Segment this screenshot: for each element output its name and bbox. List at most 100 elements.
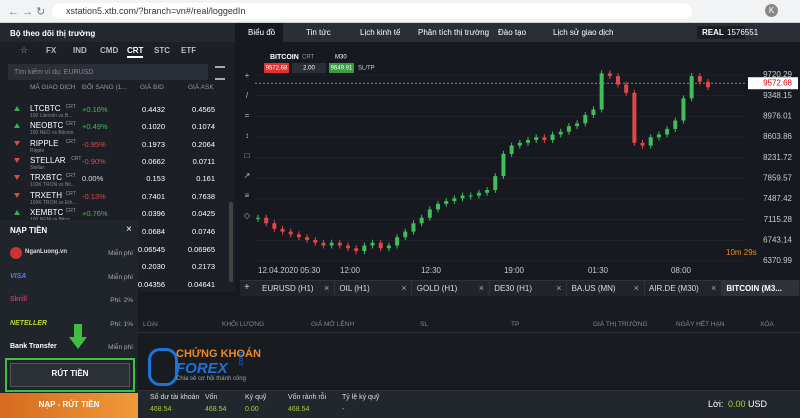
symbol[interactable]: XEMBTC (30, 207, 64, 217)
drawing-tool[interactable]: ≡ (245, 191, 250, 200)
drawing-tool[interactable]: ↕ (245, 131, 249, 140)
list-icon[interactable] (215, 66, 225, 80)
logo-domain: .com (238, 351, 246, 368)
symbol-type: CRT (65, 104, 76, 110)
withdraw-button[interactable]: RÚT TIỀN (51, 369, 89, 378)
symbol-type: CRT (65, 138, 76, 145)
top-tab[interactable]: Biểu đồ (240, 23, 284, 42)
symbol[interactable]: RIPPLE (30, 138, 59, 148)
watchlist-tab[interactable]: FX (46, 46, 57, 55)
method-name[interactable]: NETELLER (10, 319, 47, 327)
order-column: SL (420, 321, 428, 328)
top-tab[interactable]: Phân tích thị trường (418, 28, 490, 37)
tab-close[interactable]: × (633, 283, 639, 293)
y-tick-label: 7115.28 (764, 215, 793, 224)
chart-tab[interactable] (722, 281, 800, 296)
symbol[interactable]: STELLAR (30, 155, 66, 165)
candle (640, 142, 645, 146)
chart-tab-label[interactable]: BA.US (MN) (571, 284, 616, 293)
drawing-tool[interactable]: + (245, 71, 250, 80)
chart-tab[interactable] (568, 281, 645, 296)
close-button[interactable]: × (126, 224, 132, 235)
chart-tab-label[interactable]: EURUSD (H1) (262, 284, 314, 293)
candle (444, 201, 449, 204)
candle (632, 92, 637, 143)
add-tab[interactable]: + (244, 282, 250, 293)
drawing-tool[interactable]: ↗ (244, 171, 251, 180)
chart-tab-label[interactable]: OIL (H1) (339, 284, 370, 293)
sltp-button[interactable]: SL/TP (358, 66, 375, 72)
candle (673, 120, 678, 129)
address-field[interactable] (52, 3, 692, 19)
watchlist-tab[interactable]: CMD (100, 46, 119, 55)
chart-tab-label[interactable]: BITCOIN (M3... (726, 284, 782, 293)
candle (697, 76, 702, 82)
bid: 0.4432 (142, 105, 165, 114)
symbol[interactable]: TRXETH (30, 190, 62, 200)
watchlist-tab[interactable]: IND (73, 46, 87, 55)
deposit-panel: NẠP TIỀN × NganLuong.vn Miễn phí VISA Miễn ph… (0, 220, 138, 418)
stat-label: Vốn (205, 394, 218, 401)
column-header: GIÁ ASK (188, 84, 214, 91)
search-box[interactable] (8, 64, 208, 80)
method-name[interactable]: NganLuong.vn (25, 249, 67, 255)
volume: 2.00 (303, 66, 315, 72)
chart-tab[interactable] (490, 281, 568, 296)
candle (476, 192, 481, 196)
current-price-box (748, 77, 798, 90)
candle (665, 128, 670, 135)
top-tab[interactable]: Lịch sử giao dịch (553, 28, 614, 37)
change-arrow (14, 123, 20, 129)
tab-close[interactable]: × (556, 283, 562, 293)
drawing-tool[interactable]: = (245, 111, 250, 120)
watchlist-tab[interactable]: ETF (181, 46, 197, 55)
top-tab[interactable]: Đào tạo (498, 28, 527, 37)
tab-close[interactable]: × (711, 283, 717, 293)
tab-close[interactable]: × (324, 283, 330, 293)
candle (354, 248, 359, 252)
chart-tab[interactable] (258, 281, 335, 296)
drawing-tool[interactable]: ◇ (244, 211, 251, 220)
change: -0.90% (82, 156, 106, 166)
chart-tab-label[interactable]: GOLD (H1) (416, 284, 458, 293)
chart-tab[interactable] (335, 281, 413, 296)
method-name[interactable]: Skrill (10, 296, 28, 303)
candle (386, 245, 391, 249)
symbol[interactable]: NEOBTC (30, 121, 64, 131)
nav-buttons[interactable]: ← → ↻ (8, 6, 46, 18)
drawing-tool[interactable]: / (246, 91, 249, 100)
top-tab[interactable]: Lịch kinh tế (360, 28, 401, 37)
drawing-tool[interactable]: □ (245, 151, 250, 160)
tab-close[interactable]: × (478, 283, 485, 293)
candle (313, 239, 318, 243)
y-tick-label: 7859.57 (763, 173, 792, 182)
candle (575, 123, 580, 127)
change: +0.16% (82, 105, 108, 114)
chart-tab-label[interactable]: DE30 (H1) (494, 284, 532, 293)
watchlist-tab[interactable]: STC (154, 46, 170, 55)
chart-tab-label[interactable]: AIR.DE (M30) (649, 284, 699, 293)
withdraw-button-box[interactable] (10, 363, 130, 387)
watchlist-favorites[interactable]: ☆ (20, 45, 29, 55)
symbol[interactable]: LTCBTC (30, 104, 61, 113)
candle (264, 217, 269, 224)
method-name[interactable]: Bank Transfer (10, 343, 57, 350)
tab-close[interactable]: × (401, 283, 407, 293)
candle (280, 228, 285, 232)
profit-value: 0.00 (728, 399, 746, 409)
watchlist-tab[interactable]: CRT (127, 46, 144, 58)
ask: 0.161 (196, 174, 215, 184)
chart-tab[interactable] (413, 281, 490, 296)
deposit-withdraw-bar[interactable] (0, 393, 138, 418)
profit-label: Lời: (708, 399, 724, 409)
method-name[interactable]: VISA (10, 272, 27, 280)
profile-icon[interactable]: K (765, 4, 778, 17)
buy-box (329, 63, 354, 73)
symbol[interactable]: TRXBTC (30, 173, 62, 183)
search-placeholder: Tìm kiếm ví dụ: EURUSD (14, 69, 94, 76)
account-id[interactable]: 1576551 (727, 28, 759, 37)
top-tab[interactable]: Tin tức (306, 28, 331, 37)
chart-tab[interactable] (645, 281, 722, 296)
chart-area: 9720.29 9348.15 8976.01 8603.86 8231.72 7859.… (240, 42, 800, 280)
deposit-withdraw-button[interactable]: NẠP - RÚT TIỀN (38, 400, 100, 409)
